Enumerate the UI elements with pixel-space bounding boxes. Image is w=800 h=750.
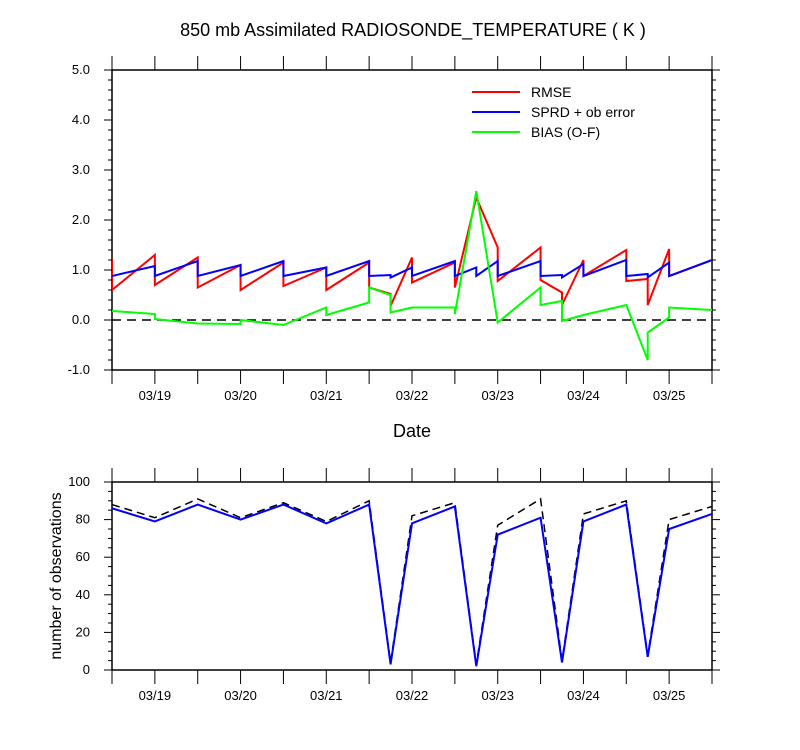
y-tick-label: 1.0 xyxy=(72,262,90,277)
x-tick-label: 03/23 xyxy=(481,688,514,703)
series-line-sprd-ob-error xyxy=(112,258,712,280)
x-tick-label: 03/21 xyxy=(310,388,343,403)
y-tick-label: 100 xyxy=(68,474,90,489)
legend-label-rmse: RMSE xyxy=(531,84,571,100)
x-tick-label: 03/21 xyxy=(310,688,343,703)
x-axis-label: Date xyxy=(393,421,431,441)
series-line-bias-o-f xyxy=(112,190,712,361)
x-tick-label: 03/23 xyxy=(481,388,514,403)
y-tick-label: 4.0 xyxy=(72,112,90,127)
legend-label-sprd-ob-error: SPRD + ob error xyxy=(531,104,635,120)
chart-panel-2: 0 20 40 60 80 100 03/19 03/20 03/21 03/22 03/23 03/… xyxy=(48,468,720,703)
y-tick-label: 0 xyxy=(83,662,90,677)
x-tick-label: 03/22 xyxy=(396,688,429,703)
x-tick-label: 03/25 xyxy=(653,688,686,703)
y-tick-label: -1.0 xyxy=(68,362,90,377)
y-tick-label: 20 xyxy=(76,624,90,639)
y-tick-label: 60 xyxy=(76,549,90,564)
x-tick-label: 03/20 xyxy=(224,688,257,703)
chart-panel-1: -1.0 0.0 1.0 2.0 3.0 4.0 5.0 03/19 03/20 03/21 03/… xyxy=(68,56,720,441)
series-line-possible xyxy=(112,497,712,665)
y-tick-label: 2.0 xyxy=(72,212,90,227)
series-line-assimilated xyxy=(112,503,712,667)
y-tick-label: 3.0 xyxy=(72,162,90,177)
y-axis-label: number of observations xyxy=(48,492,65,659)
x-tick-label: 03/19 xyxy=(139,388,172,403)
y-tick-label: 80 xyxy=(76,512,90,527)
legend-label-bias-o-f: BIAS (O-F) xyxy=(531,124,600,140)
y-tick-label: 0.0 xyxy=(72,312,90,327)
x-tick-label: 03/19 xyxy=(139,688,172,703)
legend: RMSE SPRD + ob error BIAS (O-F) xyxy=(472,84,635,140)
plot-frame xyxy=(111,481,713,671)
x-tick-label: 03/24 xyxy=(567,388,600,403)
y-tick-label: 5.0 xyxy=(72,62,90,77)
x-tick-label: 03/20 xyxy=(224,388,257,403)
y-tick-label: 40 xyxy=(76,587,90,602)
x-tick-label: 03/24 xyxy=(567,688,600,703)
x-tick-label: 03/22 xyxy=(396,388,429,403)
chart-title: 850 mb Assimilated RADIOSONDE_TEMPERATUR… xyxy=(180,20,646,40)
series-line-rmse xyxy=(112,194,712,307)
x-tick-label: 03/25 xyxy=(653,388,686,403)
